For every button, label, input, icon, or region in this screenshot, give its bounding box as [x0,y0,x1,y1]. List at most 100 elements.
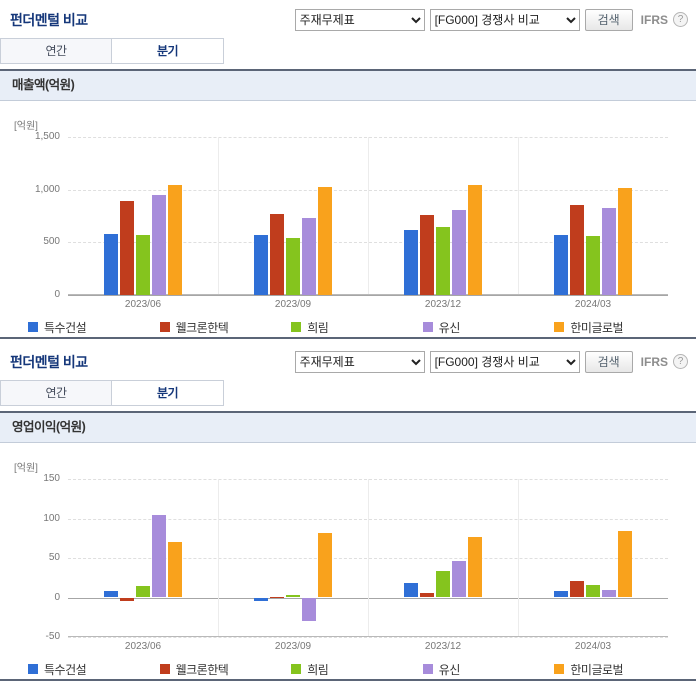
bar-웰크론한텍 [270,213,284,295]
panel-operating-profit: 펀더멘털 비교 주재무제표 [FG000] 경쟁사 비교 검색 IFRS ? 연… [0,342,696,681]
bar-특수건설 [404,229,418,295]
bar-희림 [586,236,600,295]
legend-item: 특수건설 [28,317,160,337]
help-icon[interactable]: ? [673,12,688,27]
tab-quarterly[interactable]: 분기 [112,38,224,64]
page-title: 펀더멘털 비교 [10,11,88,28]
legend-swatch [291,664,302,674]
bar-웰크론한텍 [420,592,434,598]
bar-특수건설 [554,591,568,598]
bar-웰크론한텍 [570,580,584,598]
legend-swatch [554,322,565,332]
ifrs-label: IFRS [640,12,668,27]
legend-swatch [422,664,433,674]
bar-한미글로벌 [318,532,332,598]
bar-희림 [136,585,150,598]
tab-bar: 연간 분기 [0,38,696,69]
tab-bar: 연간 분기 [0,380,696,411]
search-button[interactable]: 검색 [584,8,633,31]
y-tick-label: 1,500 [34,131,60,142]
compare-select[interactable]: [FG000] 경쟁사 비교 [429,8,580,31]
legend-item: 희림 [291,659,423,679]
bar-유신 [302,218,316,295]
category-label: 2023/09 [274,641,312,652]
group-separator [518,479,519,636]
legend-label: 희림 [307,320,329,335]
bar-희림 [436,226,450,295]
bar-유신 [152,194,166,295]
section-title-bar: 매출액(억원) [0,69,696,101]
gridline [68,637,668,638]
bar-유신 [602,207,616,295]
axis-unit-label: [억원] [14,463,38,474]
bar-특수건설 [104,591,118,598]
legend-swatch [422,322,433,332]
section-title: 매출액(억원) [12,78,75,92]
legend-item: 한미글로벌 [554,317,686,337]
category-label: 2024/03 [574,641,612,652]
chart-legend: 특수건설 웰크론한텍 희림 유신 한미글로벌 [0,657,696,679]
legend-item: 웰크론한텍 [159,659,292,679]
group-separator [518,137,519,294]
bar-특수건설 [104,233,118,295]
bar-특수건설 [554,234,568,295]
bar-한미글로벌 [468,537,482,598]
legend-label: 희림 [307,662,329,677]
category-label: 2023/12 [424,299,462,310]
ifrs-label: IFRS [640,354,668,369]
bar-희림 [436,571,450,598]
group-separator [218,137,219,294]
group-separator [218,479,219,636]
y-tick-label: 0 [54,591,60,603]
header-controls: 주재무제표 [FG000] 경쟁사 비교 검색 IFRS ? [294,350,688,373]
category-label: 2024/03 [574,299,612,310]
legend-label: 웰크론한텍 [175,662,229,677]
axis-unit-label: [억원] [14,121,38,132]
category-label: 2023/06 [124,641,162,652]
bar-유신 [452,209,466,295]
plot-area [68,137,668,296]
bar-웰크론한텍 [120,597,134,602]
y-tick-label: 100 [43,512,60,524]
legend-label: 한미글로벌 [570,662,624,677]
legend-swatch [554,664,565,674]
page-title: 펀더멘털 비교 [10,353,88,370]
legend-item: 한미글로벌 [554,659,686,679]
bar-유신 [152,514,166,598]
y-tick-label: 500 [43,236,60,248]
legend-label: 특수건설 [44,320,87,335]
section-title-bar: 영업이익(억원) [0,411,696,443]
search-button[interactable]: 검색 [584,350,633,373]
bar-웰크론한텍 [570,204,584,295]
bar-한미글로벌 [168,542,182,598]
legend-item: 유신 [422,317,555,337]
tab-annual[interactable]: 연간 [0,38,112,64]
y-tick-label: -50 [45,631,60,642]
statement-select[interactable]: 주재무제표 [294,8,425,31]
header-controls: 주재무제표 [FG000] 경쟁사 비교 검색 IFRS ? [294,8,688,31]
legend-item: 희림 [291,317,423,337]
statement-select[interactable]: 주재무제표 [294,350,425,373]
y-tick-label: 50 [48,552,60,563]
tab-annual[interactable]: 연간 [0,380,112,406]
bar-유신 [452,561,466,598]
bar-한미글로벌 [618,187,632,295]
tab-quarterly[interactable]: 분기 [112,380,224,406]
legend-item: 유신 [422,659,555,679]
operating-profit-bar-chart: [억원] -50 0 50 100 150 2023/06 2023/09 2023/12 202… [0,443,696,657]
bar-희림 [136,234,150,295]
bar-한미글로벌 [318,187,332,295]
bar-특수건설 [254,234,268,295]
compare-select[interactable]: [FG000] 경쟁사 비교 [429,350,580,373]
legend-label: 웰크론한텍 [175,320,229,335]
legend-swatch [291,322,302,332]
plot-area [68,479,668,638]
section-title: 영업이익(억원) [12,420,86,434]
legend-item: 웰크론한텍 [159,317,292,337]
bar-유신 [302,597,316,622]
help-icon[interactable]: ? [673,354,688,369]
legend-swatch [159,664,170,674]
bar-한미글로벌 [618,531,632,598]
bar-웰크론한텍 [120,200,134,295]
bar-특수건설 [404,583,418,598]
